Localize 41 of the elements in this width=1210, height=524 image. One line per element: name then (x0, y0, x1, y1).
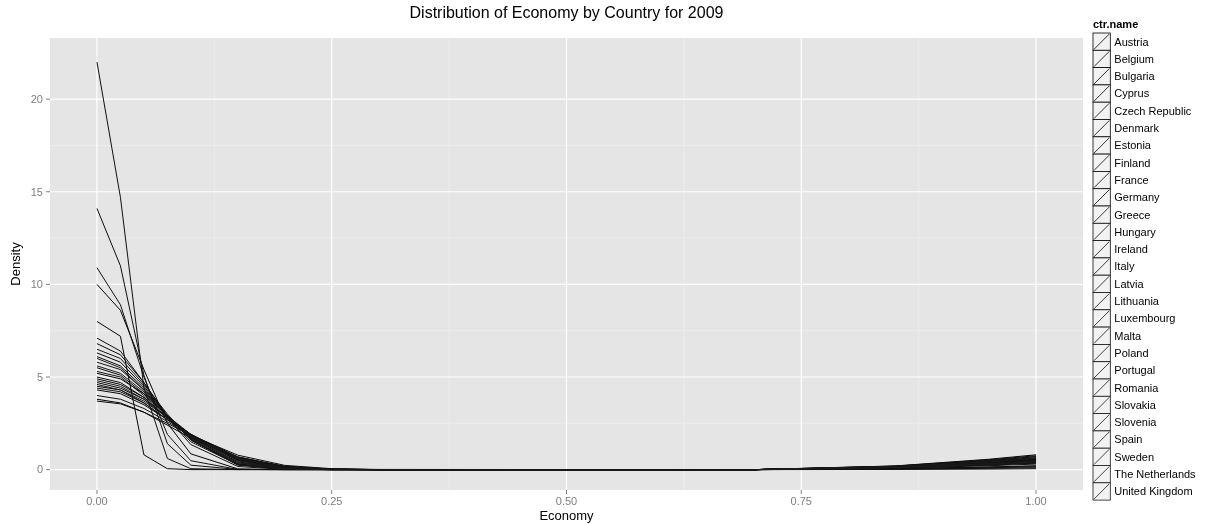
legend-label: United Kingdom (1114, 485, 1193, 498)
x-tick-label: 0.50 (555, 495, 578, 507)
legend-label: Estonia (1114, 139, 1152, 152)
legend-label: Malta (1114, 329, 1143, 342)
y-tick-label: 5 (36, 370, 43, 383)
legend-label: Portugal (1114, 364, 1156, 377)
x-tick-label: 1.00 (1025, 495, 1047, 507)
legend-label: Slovakia (1114, 398, 1157, 411)
legend-label: Luxembourg (1114, 312, 1176, 325)
legend-label: Finland (1114, 156, 1151, 169)
legend-label: Germany (1114, 191, 1161, 204)
legend-label: Belgium (1114, 52, 1155, 65)
legend-label: Slovenia (1114, 416, 1158, 429)
y-axis-title: Density (8, 241, 23, 286)
x-tick-label: 0.75 (790, 495, 812, 507)
legend-label: Cyprus (1114, 87, 1150, 100)
y-tick-label: 0 (36, 463, 43, 476)
legend-label: Greece (1114, 208, 1151, 221)
legend-label: Lithuania (1114, 295, 1160, 307)
legend-title: ctr.name (1093, 18, 1139, 30)
legend-label: Italy (1114, 260, 1135, 273)
legend-label: Ireland (1114, 243, 1148, 256)
y-tick-label: 20 (30, 92, 43, 105)
legend-label: Latvia (1114, 277, 1145, 290)
legend-label: The Netherlands (1114, 468, 1197, 480)
legend-label: Bulgaria (1114, 70, 1156, 83)
legend-label: France (1114, 173, 1149, 186)
legend-label: Hungary (1114, 225, 1157, 238)
x-tick-label: 0.00 (86, 495, 108, 507)
y-tick-label: 15 (30, 185, 43, 198)
legend-label: Sweden (1114, 450, 1155, 463)
legend-label: Denmark (1114, 122, 1160, 134)
x-axis-title: Economy (539, 508, 595, 523)
legend-label: Poland (1114, 346, 1149, 359)
y-tick-label: 10 (30, 278, 43, 291)
legend-label: Romania (1114, 381, 1160, 394)
x-tick-label: 0.25 (321, 495, 343, 507)
legend-label: Czech Republic (1114, 104, 1192, 117)
legend-label: Spain (1114, 433, 1143, 446)
chart-title: Distribution of Economy by Country for 2009 (409, 4, 724, 21)
legend-label: Austria (1114, 35, 1150, 48)
